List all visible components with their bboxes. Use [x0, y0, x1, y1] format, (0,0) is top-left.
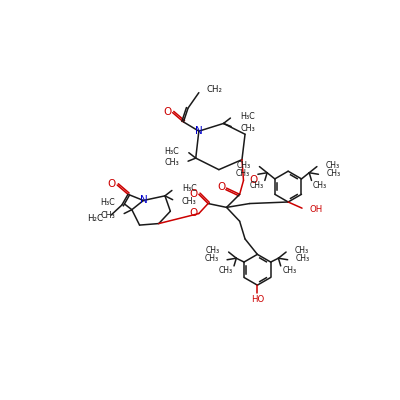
Text: O: O: [163, 107, 171, 117]
Text: CH₃: CH₃: [206, 246, 220, 255]
Text: CH₃: CH₃: [237, 160, 251, 170]
Text: O: O: [189, 208, 198, 218]
Text: H₂C: H₂C: [87, 214, 103, 223]
Text: CH₃: CH₃: [294, 246, 309, 255]
Text: CH₃: CH₃: [182, 197, 197, 206]
Text: CH₃: CH₃: [218, 266, 232, 275]
Text: CH₃: CH₃: [249, 180, 263, 190]
Text: HO: HO: [251, 294, 264, 304]
Text: CH₃: CH₃: [164, 158, 179, 167]
Text: O: O: [108, 179, 116, 189]
Text: O: O: [189, 188, 198, 198]
Text: H₃C: H₃C: [182, 184, 197, 194]
Text: O: O: [249, 176, 257, 186]
Text: CH₃: CH₃: [240, 124, 255, 132]
Text: CH₃: CH₃: [282, 266, 296, 275]
Text: H₃C: H₃C: [240, 112, 255, 121]
Text: CH₃: CH₃: [235, 169, 250, 178]
Text: O: O: [217, 182, 225, 192]
Text: H₃C: H₃C: [164, 147, 179, 156]
Text: CH₂: CH₂: [206, 85, 222, 94]
Text: CH₃: CH₃: [327, 169, 341, 178]
Text: N: N: [195, 126, 203, 136]
Text: CH₃: CH₃: [100, 210, 115, 220]
Text: N: N: [140, 196, 147, 206]
Text: CH₃: CH₃: [204, 254, 219, 264]
Text: OH: OH: [310, 205, 323, 214]
Text: H₃C: H₃C: [100, 198, 115, 207]
Text: CH₃: CH₃: [325, 160, 340, 170]
Text: CH₃: CH₃: [296, 254, 310, 264]
Text: CH₃: CH₃: [313, 180, 327, 190]
